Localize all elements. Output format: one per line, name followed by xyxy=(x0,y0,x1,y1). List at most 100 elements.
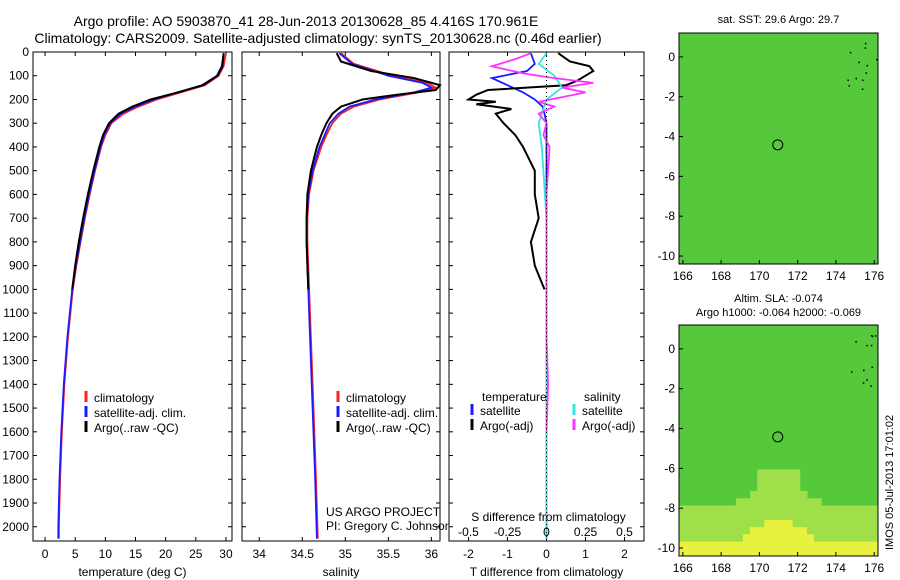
map-frame xyxy=(678,324,879,557)
map-cell xyxy=(856,548,865,557)
map-cell xyxy=(700,505,708,514)
island-speck xyxy=(871,366,873,369)
map-cell xyxy=(785,548,794,557)
map-cell xyxy=(856,505,865,514)
map-cell xyxy=(771,498,779,506)
x-axis-label: T difference from climatology xyxy=(470,565,624,579)
map-cell xyxy=(771,505,779,514)
map-cell xyxy=(707,548,715,557)
map-frame xyxy=(678,32,879,265)
map-cell xyxy=(750,541,758,550)
map-cell xyxy=(835,534,843,542)
s-tick-label: -0.25 xyxy=(494,525,522,539)
map-cell xyxy=(778,519,787,528)
map-cell xyxy=(842,512,851,521)
map-cell xyxy=(821,548,829,557)
map-cell xyxy=(764,505,772,514)
map-cell xyxy=(849,519,858,528)
map-cell xyxy=(814,527,822,535)
difference-panel: -2 -1 0 1 2 T difference from climatology -0.5… xyxy=(448,51,645,579)
map-cell xyxy=(778,548,787,557)
y-tick-label: 2000 xyxy=(2,520,29,534)
map-cell xyxy=(849,512,858,521)
map-cell xyxy=(799,491,808,499)
map-cell xyxy=(792,469,801,478)
legend-label: satellite-adj. clim. xyxy=(94,406,186,420)
map-cell xyxy=(849,534,858,542)
map-cell xyxy=(771,512,779,521)
map-cell xyxy=(821,527,829,535)
map-cell xyxy=(821,505,829,514)
map-cell xyxy=(806,541,815,550)
map-cell xyxy=(778,541,787,550)
map-cell xyxy=(785,541,794,550)
map-cell xyxy=(870,527,879,535)
series-line-1 xyxy=(305,52,434,539)
map-cell xyxy=(849,527,858,535)
map-cell xyxy=(721,541,730,550)
map-cell xyxy=(785,476,794,485)
map-cell xyxy=(764,519,772,528)
series-line-3 xyxy=(488,52,594,432)
map-cell xyxy=(771,541,779,550)
legend-label: Argo(-adj) xyxy=(582,419,635,433)
map-cell xyxy=(778,498,787,506)
map-subtitle: Argo h1000: -0.064 h2000: -0.069 xyxy=(696,307,861,319)
map-cell xyxy=(806,519,815,528)
map-cell xyxy=(686,541,694,550)
island-speck xyxy=(874,335,877,337)
map-cell xyxy=(778,534,787,542)
x-tick-label: 166 xyxy=(673,269,693,283)
map-cell xyxy=(828,512,836,521)
x-tick-label: 168 xyxy=(711,269,731,283)
map-cell xyxy=(735,498,744,506)
map-cell xyxy=(792,534,801,542)
map-cell xyxy=(714,519,723,528)
map-cell xyxy=(863,512,872,521)
y-tick-label: 1800 xyxy=(2,472,29,486)
map-cell xyxy=(693,548,701,557)
map-cell xyxy=(778,505,787,514)
x-tick-label: -2 xyxy=(463,547,474,561)
map-cell xyxy=(778,476,787,485)
map-cell xyxy=(806,498,815,506)
map-cell xyxy=(828,548,836,557)
x-tick-label: 2 xyxy=(621,547,628,561)
map-cell xyxy=(735,505,744,514)
x-tick-label: 34 xyxy=(253,547,267,561)
map-cell xyxy=(771,527,779,535)
map-cell xyxy=(870,505,879,514)
map-cell xyxy=(863,527,872,535)
map-cell xyxy=(700,512,708,521)
map-cell xyxy=(835,505,843,514)
map-cell xyxy=(757,519,765,528)
map-cell xyxy=(863,505,872,514)
map-cell xyxy=(785,527,794,535)
project-annotation: PI: Gregory C. Johnson xyxy=(326,519,451,533)
x-tick-label: 30 xyxy=(219,547,233,561)
map-cell xyxy=(821,512,829,521)
x-tick-label: 10 xyxy=(99,547,113,561)
map-cell xyxy=(821,519,829,528)
map-cell xyxy=(856,541,865,550)
x-tick-label: 5 xyxy=(72,547,79,561)
map-cell xyxy=(792,519,801,528)
island-speck xyxy=(847,79,849,81)
map-cell xyxy=(693,541,701,550)
map-cell xyxy=(693,512,701,521)
map-cell xyxy=(799,519,808,528)
island-speck xyxy=(855,341,857,343)
x-tick-label: 170 xyxy=(749,561,769,575)
map-cell xyxy=(728,548,737,557)
map-cell xyxy=(679,512,687,521)
map-cell xyxy=(856,527,865,535)
map-cell xyxy=(863,541,872,550)
island-speck xyxy=(855,77,857,80)
map-cell xyxy=(750,491,758,499)
y-tick-label: 900 xyxy=(9,259,29,273)
map-cell xyxy=(799,505,808,514)
legend-label: Argo(-adj) xyxy=(480,419,533,433)
map-cell xyxy=(693,505,701,514)
y-tick-label: 1200 xyxy=(2,330,29,344)
map-title: sat. SST: 29.6 Argo: 29.7 xyxy=(718,14,840,26)
